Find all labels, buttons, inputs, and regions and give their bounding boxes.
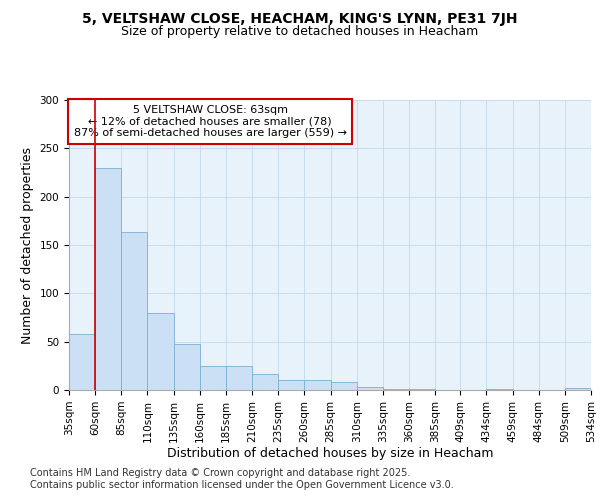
Text: 5, VELTSHAW CLOSE, HEACHAM, KING'S LYNN, PE31 7JH: 5, VELTSHAW CLOSE, HEACHAM, KING'S LYNN,… (82, 12, 518, 26)
Bar (356, 387, 383, 390)
Y-axis label: Number of detached properties: Number of detached properties (21, 146, 34, 344)
Bar (173, 344, 200, 390)
Text: Contains HM Land Registry data © Crown copyright and database right 2025.: Contains HM Land Registry data © Crown c… (30, 468, 410, 477)
Bar (487, 389, 512, 390)
Bar (121, 232, 148, 390)
Bar (148, 312, 173, 390)
Bar (304, 380, 331, 390)
Bar (69, 334, 95, 390)
Bar (565, 388, 591, 390)
Text: 5 VELTSHAW CLOSE: 63sqm
← 12% of detached houses are smaller (78)
87% of semi-de: 5 VELTSHAW CLOSE: 63sqm ← 12% of detache… (74, 105, 347, 138)
Bar (331, 382, 356, 390)
Bar (200, 366, 226, 390)
Bar (95, 168, 121, 390)
Bar (278, 380, 304, 390)
Text: Size of property relative to detached houses in Heacham: Size of property relative to detached ho… (121, 25, 479, 38)
Bar (409, 389, 435, 390)
Bar (383, 389, 409, 390)
Bar (252, 374, 278, 390)
Bar (226, 366, 252, 390)
Text: Contains public sector information licensed under the Open Government Licence v3: Contains public sector information licen… (30, 480, 454, 490)
X-axis label: Distribution of detached houses by size in Heacham: Distribution of detached houses by size … (167, 448, 493, 460)
